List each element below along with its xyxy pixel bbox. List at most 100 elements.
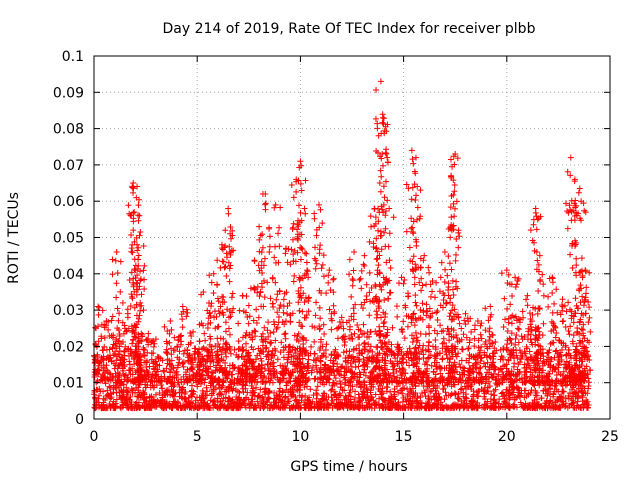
data-point: [151, 384, 158, 391]
data-point: [128, 385, 135, 392]
data-point: [297, 284, 304, 291]
data-point: [394, 379, 401, 386]
data-point: [585, 319, 592, 326]
data-point: [212, 384, 219, 391]
data-point: [334, 335, 341, 342]
data-point: [296, 307, 303, 314]
data-point: [363, 296, 370, 303]
data-point: [334, 325, 341, 332]
data-point: [131, 304, 138, 311]
data-point: [126, 367, 133, 374]
data-point: [454, 401, 461, 408]
data-point: [366, 333, 373, 340]
data-point: [503, 386, 510, 393]
data-point: [535, 215, 542, 222]
data-point: [437, 322, 444, 329]
data-point: [440, 327, 447, 334]
data-point: [571, 212, 578, 219]
data-point: [452, 251, 459, 258]
data-point: [414, 204, 421, 211]
data-point: [137, 229, 144, 236]
data-point: [441, 249, 448, 256]
data-point: [420, 370, 427, 377]
data-point: [502, 398, 509, 405]
data-point: [517, 399, 524, 406]
data-point: [513, 331, 520, 338]
data-point: [259, 330, 266, 337]
data-point: [426, 348, 433, 355]
data-point: [433, 279, 440, 286]
data-point: [458, 398, 465, 405]
data-point: [582, 390, 589, 397]
data-point: [492, 386, 499, 393]
data-point: [376, 298, 383, 305]
data-point: [546, 398, 553, 405]
data-point: [475, 351, 482, 358]
data-point: [361, 345, 368, 352]
data-point: [240, 400, 247, 407]
data-point: [408, 196, 415, 203]
data-point: [339, 334, 346, 341]
data-point: [432, 337, 439, 344]
data-point: [286, 404, 293, 411]
data-point: [342, 394, 349, 401]
data-point: [574, 305, 581, 312]
data-point: [566, 352, 573, 359]
data-point: [121, 322, 128, 329]
data-point: [460, 364, 467, 371]
data-point: [580, 302, 587, 309]
data-point: [390, 214, 397, 221]
data-point: [395, 280, 402, 287]
data-point: [524, 336, 531, 343]
data-point: [401, 405, 408, 412]
data-point: [334, 361, 341, 368]
data-point: [382, 333, 389, 340]
data-point: [503, 346, 510, 353]
data-point: [142, 379, 149, 386]
data-point: [152, 391, 159, 398]
data-point: [434, 308, 441, 315]
data-point: [225, 205, 232, 212]
data-point: [586, 357, 593, 364]
data-point: [311, 350, 318, 357]
data-point: [364, 354, 371, 361]
data-point: [360, 305, 367, 312]
data-point: [524, 302, 531, 309]
data-point: [121, 395, 128, 402]
data-point: [448, 192, 455, 199]
data-point: [128, 323, 135, 330]
data-point: [468, 381, 475, 388]
data-point: [466, 336, 473, 343]
data-point: [238, 353, 245, 360]
data-point: [463, 357, 470, 364]
data-point: [226, 314, 233, 321]
data-point: [373, 308, 380, 315]
data-point: [563, 308, 570, 315]
data-point: [569, 378, 576, 385]
data-point: [303, 259, 310, 266]
data-point: [456, 320, 463, 327]
data-point: [357, 275, 364, 282]
data-point: [436, 288, 443, 295]
data-point: [277, 349, 284, 356]
data-point: [163, 378, 170, 385]
data-point: [571, 178, 578, 185]
data-point: [421, 252, 428, 259]
data-point: [375, 218, 382, 225]
data-point: [127, 302, 134, 309]
data-point: [204, 372, 211, 379]
data-point: [308, 369, 315, 376]
data-point: [539, 378, 546, 385]
data-point: [486, 325, 493, 332]
data-point: [317, 400, 324, 407]
data-point: [150, 337, 157, 344]
data-point: [412, 373, 419, 380]
data-point: [207, 313, 214, 320]
data-point: [554, 309, 561, 316]
data-point: [303, 337, 310, 344]
data-point: [512, 341, 519, 348]
data-point: [121, 348, 128, 355]
data-point: [390, 395, 397, 402]
data-point: [460, 331, 467, 338]
data-point: [410, 310, 417, 317]
